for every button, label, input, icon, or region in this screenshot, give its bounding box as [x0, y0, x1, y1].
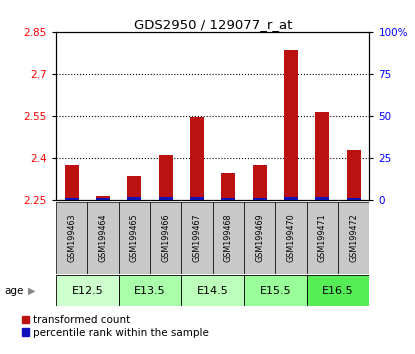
Text: GSM199463: GSM199463	[67, 214, 76, 262]
Bar	[347, 149, 361, 200]
Text: E13.5: E13.5	[134, 286, 166, 296]
Bar	[119, 202, 150, 274]
Text: GSM199465: GSM199465	[130, 214, 139, 262]
Text: GSM199470: GSM199470	[286, 214, 295, 262]
Text: E16.5: E16.5	[322, 286, 354, 296]
Bar	[284, 197, 298, 200]
Text: GSM199468: GSM199468	[224, 214, 233, 262]
Bar	[88, 202, 119, 274]
Text: E12.5: E12.5	[71, 286, 103, 296]
Bar	[244, 202, 276, 274]
Bar	[56, 202, 88, 274]
Text: GSM199471: GSM199471	[318, 214, 327, 262]
Text: GSM199472: GSM199472	[349, 214, 358, 262]
Bar	[307, 202, 338, 274]
Bar	[221, 198, 235, 200]
Bar	[127, 197, 142, 200]
Bar	[244, 275, 307, 306]
Text: ▶: ▶	[28, 286, 35, 296]
Bar	[65, 165, 79, 200]
Bar	[307, 275, 369, 306]
Text: age: age	[4, 286, 24, 296]
Text: GSM199467: GSM199467	[193, 214, 202, 262]
Legend: transformed count, percentile rank within the sample: transformed count, percentile rank withi…	[22, 315, 209, 338]
Bar	[190, 197, 204, 200]
Bar	[315, 197, 330, 200]
Bar	[253, 198, 267, 200]
Text: GSM199469: GSM199469	[255, 214, 264, 262]
Text: E14.5: E14.5	[197, 286, 229, 296]
Bar	[181, 202, 213, 274]
Bar	[65, 198, 79, 200]
Bar	[96, 198, 110, 200]
Bar	[315, 112, 330, 200]
Bar	[96, 196, 110, 200]
Bar	[253, 165, 267, 200]
Bar	[213, 202, 244, 274]
Title: GDS2950 / 129077_r_at: GDS2950 / 129077_r_at	[134, 18, 292, 31]
Text: GSM199464: GSM199464	[98, 214, 107, 262]
Bar	[221, 173, 235, 200]
Bar	[284, 50, 298, 200]
Bar	[127, 176, 142, 200]
Bar	[159, 155, 173, 200]
Bar	[56, 275, 119, 306]
Bar	[181, 275, 244, 306]
Bar	[190, 117, 204, 200]
Bar	[119, 275, 181, 306]
Bar	[347, 198, 361, 200]
Text: GSM199466: GSM199466	[161, 214, 170, 262]
Text: E15.5: E15.5	[259, 286, 291, 296]
Bar	[150, 202, 181, 274]
Bar	[276, 202, 307, 274]
Bar	[159, 197, 173, 200]
Bar	[338, 202, 369, 274]
